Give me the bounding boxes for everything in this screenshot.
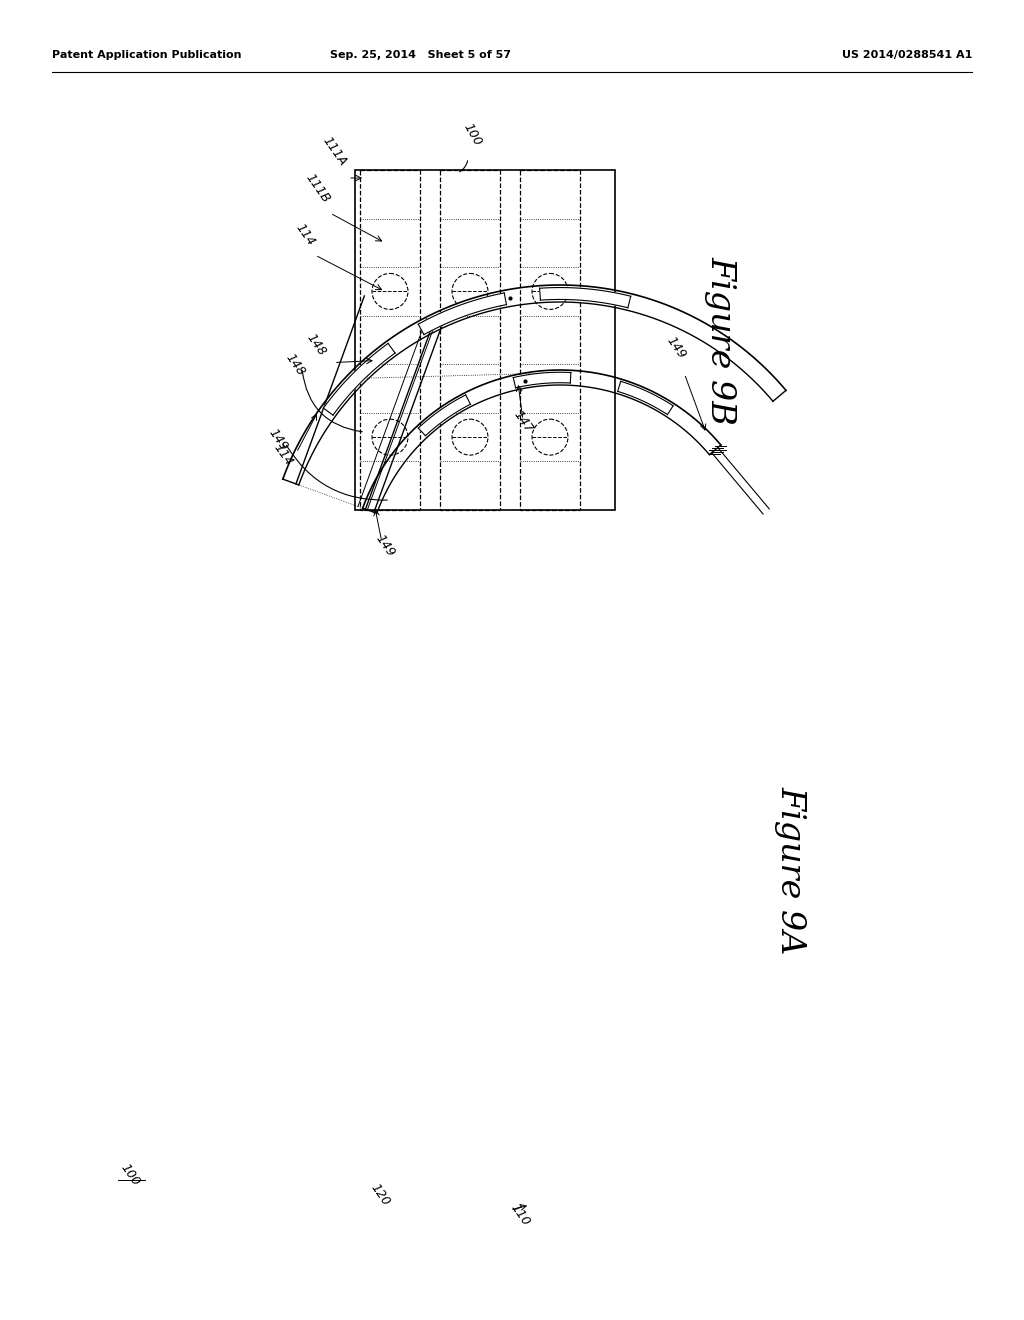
Text: Figure 9B: Figure 9B xyxy=(705,256,736,424)
Text: 148: 148 xyxy=(283,351,307,378)
Text: 120: 120 xyxy=(368,1181,392,1209)
Text: 147: 147 xyxy=(511,408,536,434)
Text: 114: 114 xyxy=(271,442,296,469)
Text: 149: 149 xyxy=(266,426,290,453)
Text: 100: 100 xyxy=(461,120,483,148)
Text: Sep. 25, 2014   Sheet 5 of 57: Sep. 25, 2014 Sheet 5 of 57 xyxy=(330,50,511,59)
Bar xyxy=(520,170,580,510)
Bar xyxy=(360,170,420,510)
Polygon shape xyxy=(419,395,470,436)
Polygon shape xyxy=(617,381,673,414)
Polygon shape xyxy=(324,343,395,414)
Text: 100: 100 xyxy=(118,1162,142,1188)
Polygon shape xyxy=(513,372,570,388)
Text: 149: 149 xyxy=(665,334,688,362)
Bar xyxy=(440,170,500,510)
Text: 149: 149 xyxy=(373,532,397,560)
Polygon shape xyxy=(540,288,631,308)
Text: Patent Application Publication: Patent Application Publication xyxy=(52,50,242,59)
Text: 111B: 111B xyxy=(303,170,333,205)
Text: US 2014/0288541 A1: US 2014/0288541 A1 xyxy=(842,50,972,59)
Text: 148: 148 xyxy=(304,331,328,359)
Text: 114: 114 xyxy=(293,220,317,248)
Text: Figure 9A: Figure 9A xyxy=(774,785,806,954)
Text: 111A: 111A xyxy=(321,133,349,168)
Bar xyxy=(355,170,615,510)
Polygon shape xyxy=(418,293,507,335)
Text: 110: 110 xyxy=(508,1201,532,1229)
